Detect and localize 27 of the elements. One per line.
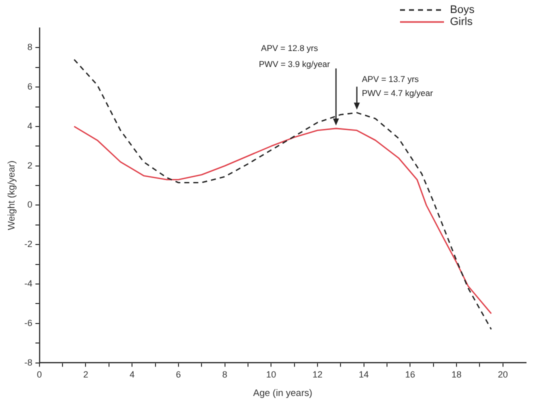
y-tick-label: 8	[27, 42, 32, 52]
x-tick-label: 0	[36, 370, 42, 380]
y-tick-label: -8	[24, 357, 32, 368]
y-tick-label: -6	[24, 318, 32, 328]
annotation: APV = 13.7 yrs PWV = 4.7 kg/year	[362, 74, 434, 98]
x-tick-label: 10	[266, 370, 276, 380]
annotation: APV = 12.8 yrs PWV = 3.9 kg/year	[258, 42, 330, 69]
y-tick-label: -2	[24, 239, 32, 250]
y-tick-label: 2	[27, 160, 32, 170]
y-tick-label: 0	[27, 200, 32, 210]
y-axis-title: Weight (kg/year)	[6, 160, 18, 230]
legend-label: Boys	[450, 4, 475, 16]
y-tick-label: -4	[24, 278, 32, 289]
x-axis-title: Age (in years)	[253, 388, 312, 399]
x-tick-label: 12	[312, 370, 322, 380]
x-tick-label: 2	[83, 370, 88, 380]
x-tick-label: 20	[498, 370, 508, 380]
x-tick-label: 18	[451, 370, 462, 380]
x-tick-label: 6	[176, 370, 181, 380]
x-tick-label: 16	[405, 370, 416, 380]
y-tick-label: 4	[27, 120, 32, 131]
y-tick-label: 6	[27, 82, 32, 92]
x-tick-label: 8	[222, 370, 228, 380]
legend-label: Girls	[450, 16, 474, 28]
x-tick-label: 14	[358, 370, 369, 380]
x-tick-label: 4	[130, 370, 135, 380]
line-series	[74, 58, 492, 330]
